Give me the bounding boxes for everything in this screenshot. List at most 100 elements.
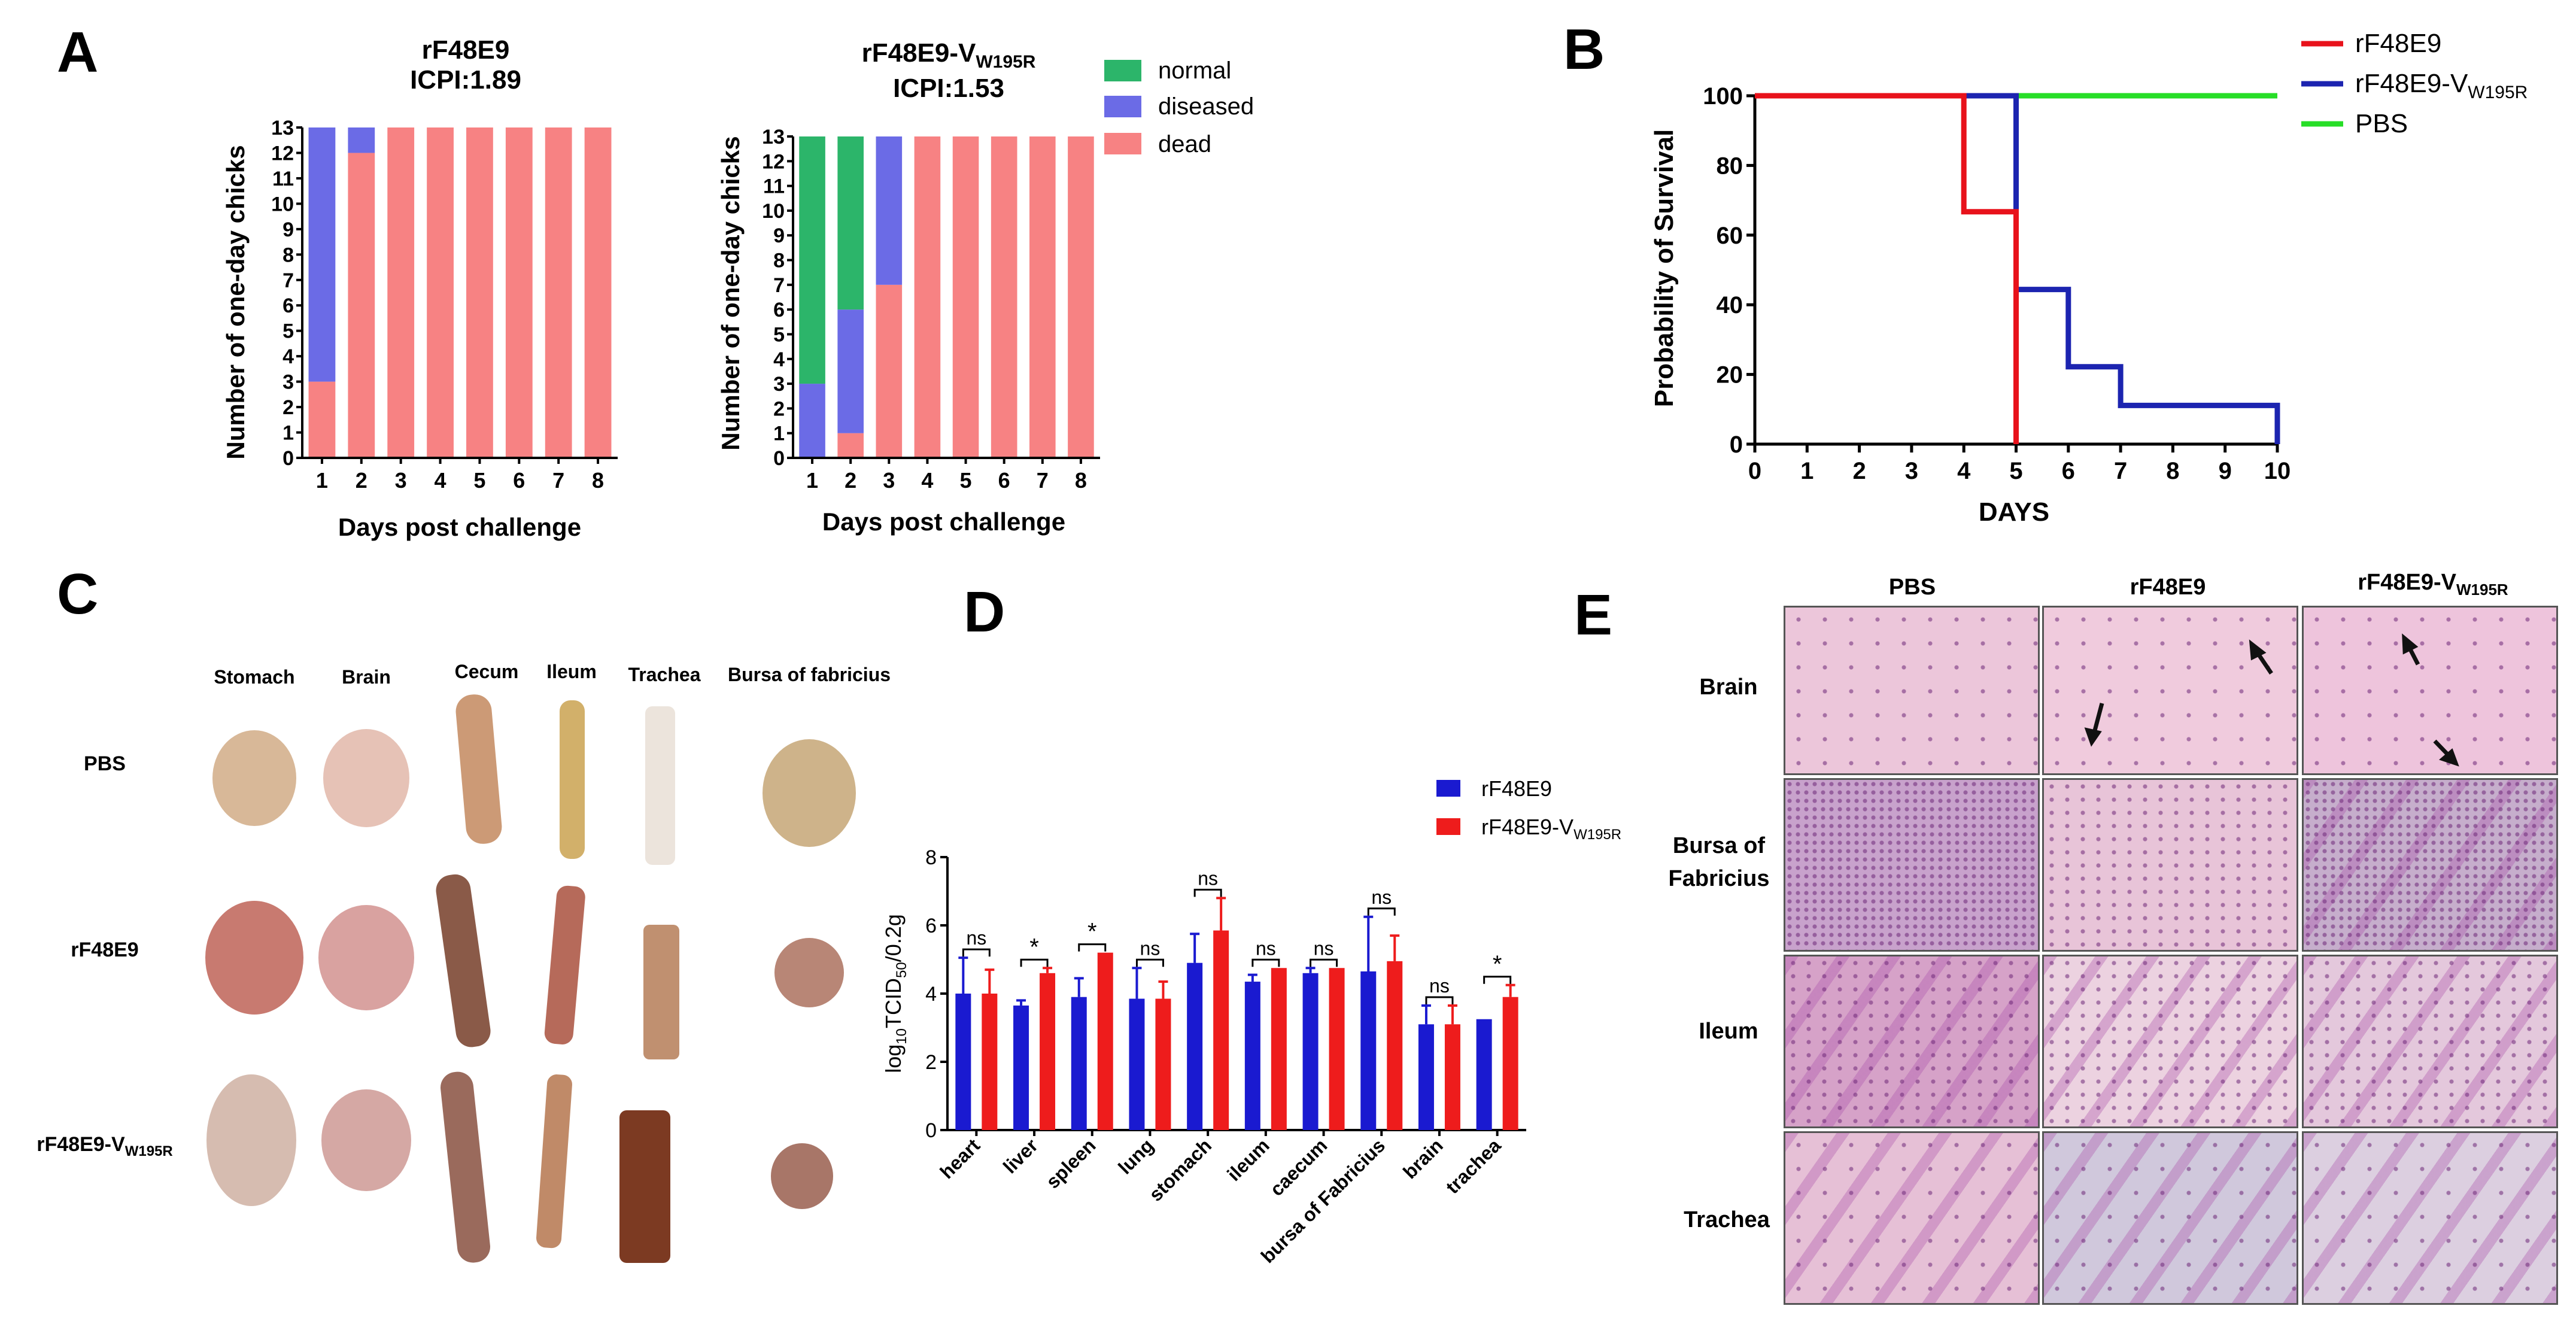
b-ytick-20: 20 bbox=[1717, 362, 1743, 388]
d-bracket-lung bbox=[1135, 958, 1164, 967]
e-arrowhead-1 bbox=[2249, 639, 2267, 661]
d-bar-mutant-spleen bbox=[1097, 952, 1113, 1130]
chart-a1-xlabel: Days post challenge bbox=[338, 513, 581, 541]
e-img-ileum-rf48e9 bbox=[2042, 955, 2298, 1128]
panel-letter-b: B bbox=[1563, 17, 1605, 81]
e-col-rf48e9: rF48E9 bbox=[2130, 575, 2206, 600]
c-row-mutant-base: rF48E9-V bbox=[37, 1133, 125, 1156]
e-col-pbs: PBS bbox=[1889, 575, 1936, 600]
c-photo-mut-brain bbox=[321, 1089, 411, 1191]
a2-xtick-8: 8 bbox=[1075, 468, 1087, 493]
chart-d-legend: rF48E9 rF48E9-VW195R bbox=[1436, 776, 1621, 843]
chart-a1-title: rF48E9 bbox=[422, 35, 510, 65]
a2-xtick-2: 2 bbox=[845, 468, 856, 493]
d-bracket-caecum bbox=[1310, 958, 1338, 967]
a1-bar-diseased-1 bbox=[308, 127, 336, 382]
a1-xtick-8: 8 bbox=[592, 468, 604, 493]
a2-bar-dead-6 bbox=[991, 136, 1017, 458]
c-photo-pbs-ileum bbox=[560, 700, 585, 859]
a1-bar-dead-5 bbox=[466, 127, 493, 458]
c-col-stomach: Stomach bbox=[214, 666, 294, 688]
d-bar-mutant-caecum bbox=[1329, 968, 1345, 1130]
a1-bar-dead-7 bbox=[545, 127, 572, 458]
a2-ytick-3: 3 bbox=[773, 373, 785, 396]
a2-xtick-5: 5 bbox=[960, 468, 972, 493]
c-col-brain: Brain bbox=[342, 666, 391, 688]
e-img-bursa-pbs bbox=[1784, 778, 2040, 952]
a2-ytick-9: 9 bbox=[773, 224, 785, 247]
a2-bar-dead-5 bbox=[952, 136, 979, 458]
d-sig-stomach: ns bbox=[1198, 867, 1218, 889]
legend-label-diseased: diseased bbox=[1158, 93, 1254, 120]
d-sig-trachea: * bbox=[1493, 951, 1502, 977]
a2-bar-diseased-2 bbox=[837, 309, 864, 433]
a1-xtick-4: 4 bbox=[435, 468, 446, 493]
b-ytick-80: 80 bbox=[1717, 153, 1743, 179]
b-ytick-60: 60 bbox=[1717, 223, 1743, 249]
a1-ytick-8: 8 bbox=[282, 244, 294, 266]
chart-d-ylabel-log: log bbox=[881, 1044, 906, 1073]
c-col-ileum: Ileum bbox=[546, 661, 597, 682]
d-bar-mutant-trachea bbox=[1502, 997, 1518, 1130]
c-photo-rf-brain bbox=[318, 905, 414, 1010]
e-row-trachea: Trachea bbox=[1684, 1207, 1770, 1232]
panel-e: PBS rF48E9 rF48E9-VW195R Brain Bursa of … bbox=[1669, 570, 2508, 1232]
e-row-bursa-2: Fabricius bbox=[1669, 866, 1770, 891]
e-img-bursa-rf48e9 bbox=[2042, 778, 2298, 952]
c-photo-mut-bursa bbox=[771, 1143, 833, 1209]
d-bar-mutant-ileum bbox=[1271, 968, 1287, 1130]
e-col-mutant-sub: W195R bbox=[2456, 581, 2508, 599]
c-photo-pbs-trachea bbox=[645, 706, 675, 865]
e-arrowhead-4 bbox=[2439, 748, 2459, 767]
chart-a1-ylabel: Number of one-day chicks bbox=[221, 145, 250, 459]
a2-bar-normal-2 bbox=[837, 136, 864, 310]
b-xtick-6: 6 bbox=[2062, 458, 2075, 484]
panel-letter-e: E bbox=[1574, 583, 1612, 647]
chart-d-ylabel-end: /0.2g bbox=[881, 914, 906, 962]
c-photo-mut-cecum bbox=[441, 1071, 491, 1263]
d-bar-rf48e9-bursa-of-fabricius bbox=[1360, 971, 1377, 1130]
c-photo-pbs-cecum bbox=[455, 694, 502, 844]
b-xtick-10: 10 bbox=[2264, 458, 2291, 484]
legend-label-mutant-sub: W195R bbox=[2468, 83, 2528, 102]
e-row-ileum: Ileum bbox=[1699, 1019, 1758, 1044]
a1-xtick-2: 2 bbox=[356, 468, 367, 493]
a1-bar-dead-2 bbox=[348, 153, 375, 458]
b-xtick-2: 2 bbox=[1852, 458, 1866, 484]
chart-d-ylabel: log10TCID50/0.2g bbox=[881, 914, 910, 1073]
d-bracket-spleen bbox=[1078, 943, 1107, 952]
chart-a2: rF48E9-VW195R ICPI:1.53 1 2 3 4 5 6 7 801234567… bbox=[716, 38, 1254, 536]
b-xtick-3: 3 bbox=[1905, 458, 1918, 484]
legend-label-mutant-base: rF48E9-V bbox=[2355, 69, 2468, 98]
chart-a2-legend: normal diseased dead bbox=[1104, 57, 1254, 157]
a1-bar-dead-1 bbox=[308, 381, 336, 458]
c-photo-pbs-bursa bbox=[763, 739, 856, 847]
a2-xtick-3: 3 bbox=[883, 468, 895, 493]
d-bar-mutant-lung bbox=[1155, 998, 1171, 1130]
d-bar-rf48e9-ileum bbox=[1244, 982, 1260, 1130]
legend-label-d-mutant: rF48E9-VW195R bbox=[1481, 815, 1621, 843]
a1-ytick-3: 3 bbox=[282, 371, 294, 394]
a1-bar-dead-8 bbox=[584, 127, 612, 458]
b-line-mutant bbox=[1755, 93, 2280, 444]
e-row-bursa-1: Bursa of bbox=[1673, 833, 1765, 858]
a2-ytick-2: 2 bbox=[773, 397, 785, 420]
d-bar-rf48e9-stomach bbox=[1187, 962, 1203, 1130]
d-bar-mutant-brain bbox=[1444, 1024, 1460, 1130]
chart-a2-title-base: rF48E9-V bbox=[862, 38, 976, 68]
a1-bar-dead-3 bbox=[387, 127, 415, 458]
a1-bar-dead-4 bbox=[427, 127, 454, 458]
d-sig-bursa-of-fabricius: ns bbox=[1371, 886, 1392, 908]
c-row-rf48e9: rF48E9 bbox=[71, 939, 138, 961]
b-ytick-0: 0 bbox=[1730, 432, 1743, 458]
a2-bar-diseased-3 bbox=[876, 136, 903, 285]
d-ytick-2: 2 bbox=[925, 1051, 937, 1074]
c-photo-mut-stomach bbox=[206, 1074, 296, 1206]
e-col-mutant-base: rF48E9-V bbox=[2358, 570, 2456, 595]
chart-b-legend: rF48E9 rF48E9-VW195R PBS bbox=[2301, 29, 2528, 138]
b-xtick-0: 0 bbox=[1748, 458, 1761, 484]
legend-label-dead: dead bbox=[1158, 131, 1211, 157]
a1-ytick-5: 5 bbox=[282, 320, 294, 343]
c-photo-pbs-stomach bbox=[212, 730, 296, 826]
